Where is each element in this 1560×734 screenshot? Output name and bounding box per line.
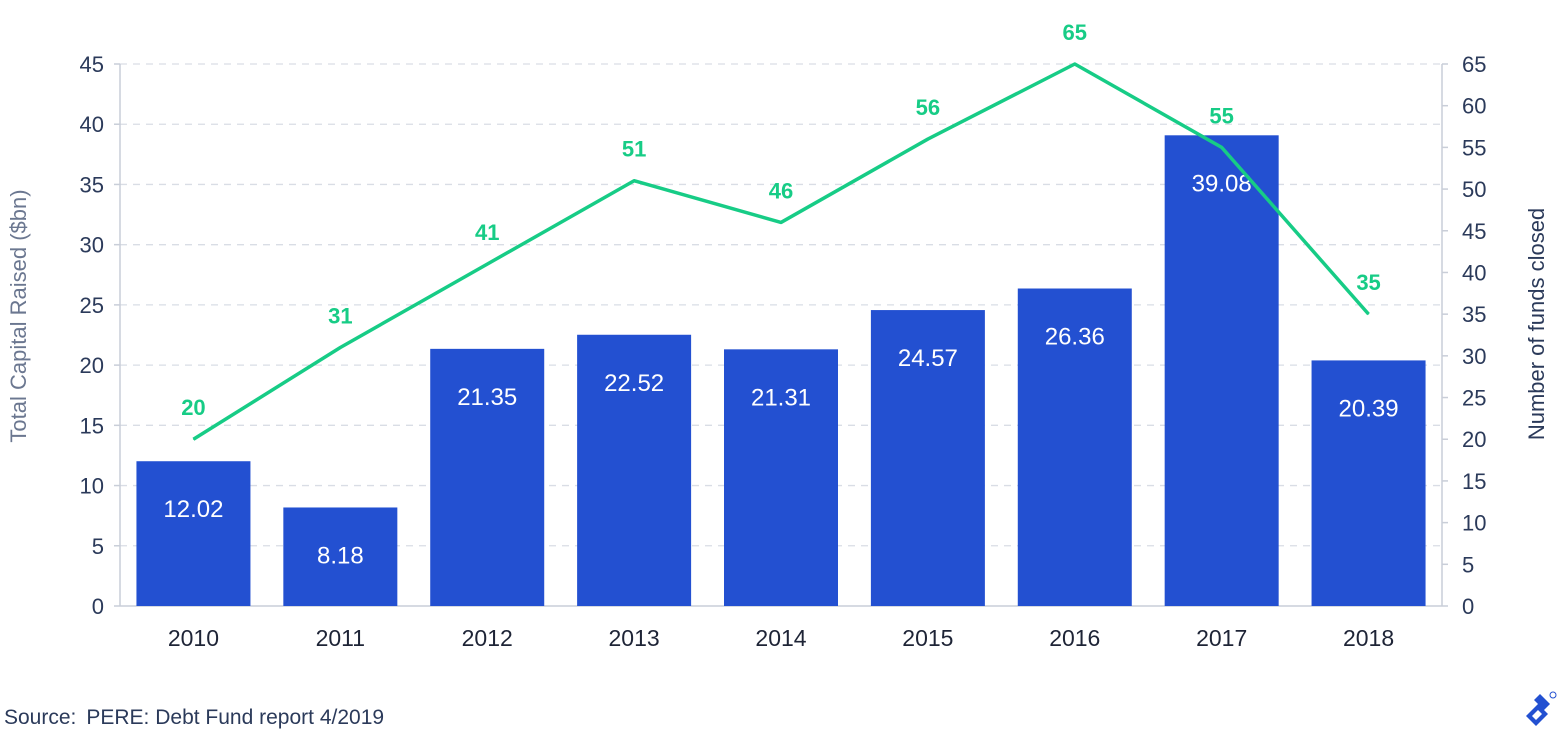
bar [1311,360,1426,606]
line-value-labels: 20 31 41 51 46 56 65 55 35 [181,20,1381,420]
line-value-label: 55 [1209,103,1233,128]
left-tick-label: 25 [80,293,104,318]
right-axis-ticks: 0 5 10 15 20 25 30 35 40 45 50 55 60 65 [1442,52,1486,619]
line-point [339,347,341,349]
right-tick-label: 65 [1462,52,1486,77]
line-point [1074,63,1076,65]
bar-value-label: 20.39 [1339,395,1399,422]
line-point [780,221,782,223]
left-tick-label: 40 [80,112,104,137]
right-tick-label: 0 [1462,594,1474,619]
left-tick-label: 30 [80,233,104,258]
left-tick-label: 20 [80,353,104,378]
left-tick-label: 45 [80,52,104,77]
left-tick-label: 0 [92,594,104,619]
line-value-label: 46 [769,178,793,203]
line-value-label: 65 [1063,20,1087,45]
bar [283,507,398,606]
bar-value-label: 21.35 [457,384,517,411]
right-tick-label: 15 [1462,469,1486,494]
right-tick-label: 50 [1462,177,1486,202]
x-tick-label: 2018 [1343,625,1394,651]
bar-value-label: 24.57 [898,345,958,372]
x-tick-label: 2013 [609,625,660,651]
line-point [486,263,488,265]
right-axis-label: Number of funds closed [1524,208,1549,440]
bar-value-label: 8.18 [317,542,364,569]
right-tick-label: 30 [1462,344,1486,369]
line-point [1221,146,1223,148]
right-tick-label: 5 [1462,552,1474,577]
line-value-label: 31 [328,304,352,329]
source-label: Source: [4,706,77,729]
bars [136,135,1426,607]
line-value-label: 51 [622,137,646,162]
right-tick-label: 20 [1462,427,1486,452]
bar-value-label: 12.02 [163,496,223,523]
x-tick-label: 2010 [168,625,219,651]
toptal-logo-icon [1526,691,1557,726]
line-point [633,180,635,182]
x-tick-label: 2011 [316,625,365,651]
left-tick-label: 10 [80,474,104,499]
x-tick-label: 2012 [462,625,513,651]
x-tick-label: 2016 [1049,625,1100,651]
bar-value-labels: 12.02 8.18 21.35 22.52 21.31 24.57 26.36 39.08 2… [163,170,1398,569]
bar [1164,135,1279,607]
bar [1017,288,1132,606]
line-point [927,138,929,140]
right-tick-label: 10 [1462,511,1486,536]
right-tick-label: 25 [1462,386,1486,411]
line-point [192,438,194,440]
bar [136,461,251,606]
right-tick-label: 55 [1462,135,1486,160]
bar [870,310,985,606]
bar-value-label: 21.31 [751,384,811,411]
left-tick-label: 5 [92,534,104,559]
left-axis-label: Total Capital Raised ($bn) [6,189,31,442]
line-value-label: 41 [475,220,499,245]
bar-value-label: 22.52 [604,370,664,397]
line-value-label: 35 [1356,270,1380,295]
bar [724,349,838,606]
source-text: PERE: Debt Fund report 4/2019 [86,706,385,729]
right-tick-label: 35 [1462,302,1486,327]
x-axis-ticks: 2010 2011 2012 2013 2014 2015 2016 2017 2018 [168,625,1394,651]
source-note: Source: PERE: Debt Fund report 4/2019 [4,706,384,730]
x-tick-label: 2015 [902,625,953,651]
bar [430,348,545,606]
left-tick-label: 35 [80,172,104,197]
left-axis-ticks: 0 5 10 15 20 25 30 35 40 45 [80,52,120,619]
right-tick-label: 60 [1462,94,1486,119]
x-tick-label: 2017 [1196,625,1247,651]
bar-value-label: 39.08 [1192,170,1252,197]
combo-chart: 12.028.1821.3522.5221.3124.5726.3639.082… [6,20,1549,651]
line-point [1368,313,1370,315]
line-value-label: 20 [181,395,205,420]
left-tick-label: 15 [80,413,104,438]
right-tick-label: 40 [1462,260,1486,285]
bar [577,334,692,606]
right-tick-label: 45 [1462,219,1486,244]
line-value-label: 56 [916,95,940,120]
bar-value-label: 26.36 [1045,324,1105,351]
x-tick-label: 2014 [755,625,806,651]
line-series [192,62,1370,441]
